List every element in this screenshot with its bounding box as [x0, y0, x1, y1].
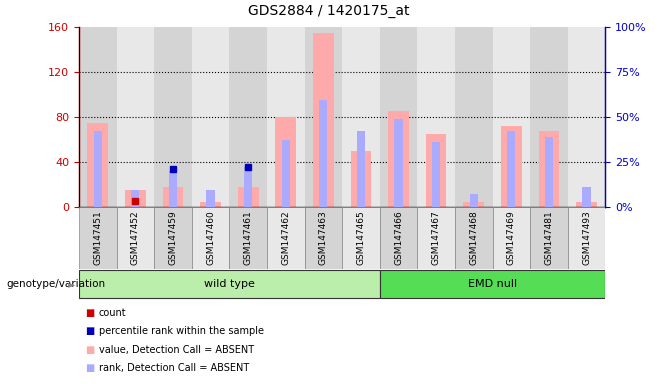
- Text: ■: ■: [86, 308, 95, 318]
- Bar: [342, 27, 380, 207]
- Bar: [342, 207, 380, 269]
- Bar: [93, 131, 102, 207]
- Bar: [507, 131, 515, 207]
- Bar: [568, 207, 605, 269]
- Text: GSM147493: GSM147493: [582, 210, 591, 265]
- Bar: [191, 27, 230, 207]
- Bar: [530, 27, 568, 207]
- Bar: [169, 171, 177, 207]
- Bar: [313, 33, 334, 207]
- Text: GSM147462: GSM147462: [281, 210, 290, 265]
- Text: EMD null: EMD null: [468, 278, 517, 288]
- Bar: [576, 202, 597, 207]
- Bar: [357, 131, 365, 207]
- Text: wild type: wild type: [204, 278, 255, 288]
- Bar: [79, 207, 116, 269]
- Bar: [380, 207, 417, 269]
- Bar: [282, 140, 290, 207]
- Bar: [154, 27, 191, 207]
- Bar: [380, 270, 605, 298]
- Bar: [79, 27, 116, 207]
- Bar: [501, 126, 522, 207]
- Text: GSM147451: GSM147451: [93, 210, 102, 265]
- Bar: [267, 207, 305, 269]
- Bar: [244, 167, 252, 207]
- Text: genotype/variation: genotype/variation: [7, 279, 106, 289]
- Text: GSM147459: GSM147459: [168, 210, 178, 265]
- Bar: [493, 207, 530, 269]
- Bar: [131, 190, 139, 207]
- Bar: [200, 202, 221, 207]
- Bar: [455, 27, 493, 207]
- Bar: [125, 190, 145, 207]
- Bar: [319, 100, 328, 207]
- Bar: [116, 207, 154, 269]
- Text: GSM147452: GSM147452: [131, 210, 140, 265]
- Text: ■: ■: [86, 363, 95, 373]
- Bar: [417, 207, 455, 269]
- Bar: [493, 27, 530, 207]
- Bar: [432, 142, 440, 207]
- Text: GSM147467: GSM147467: [432, 210, 441, 265]
- Bar: [470, 194, 478, 207]
- Bar: [191, 207, 230, 269]
- Bar: [238, 187, 259, 207]
- Bar: [79, 270, 380, 298]
- Text: GSM147466: GSM147466: [394, 210, 403, 265]
- Text: ►: ►: [68, 279, 76, 289]
- Bar: [154, 207, 191, 269]
- Bar: [545, 137, 553, 207]
- Text: GDS2884 / 1420175_at: GDS2884 / 1420175_at: [248, 4, 410, 18]
- Text: GSM147460: GSM147460: [206, 210, 215, 265]
- Text: GSM147468: GSM147468: [469, 210, 478, 265]
- Text: value, Detection Call = ABSENT: value, Detection Call = ABSENT: [99, 345, 254, 355]
- Text: ■: ■: [86, 345, 95, 355]
- Text: GSM147463: GSM147463: [319, 210, 328, 265]
- Bar: [455, 207, 493, 269]
- Bar: [88, 123, 108, 207]
- Bar: [530, 207, 568, 269]
- Bar: [568, 27, 605, 207]
- Bar: [388, 111, 409, 207]
- Bar: [207, 190, 215, 207]
- Bar: [351, 151, 371, 207]
- Text: ■: ■: [86, 326, 95, 336]
- Text: GSM147469: GSM147469: [507, 210, 516, 265]
- Text: rank, Detection Call = ABSENT: rank, Detection Call = ABSENT: [99, 363, 249, 373]
- Bar: [267, 27, 305, 207]
- Bar: [305, 207, 342, 269]
- Bar: [276, 117, 296, 207]
- Bar: [539, 131, 559, 207]
- Text: percentile rank within the sample: percentile rank within the sample: [99, 326, 264, 336]
- Bar: [230, 207, 267, 269]
- Bar: [417, 27, 455, 207]
- Text: GSM147461: GSM147461: [243, 210, 253, 265]
- Bar: [230, 27, 267, 207]
- Bar: [163, 187, 184, 207]
- Bar: [582, 187, 591, 207]
- Bar: [305, 27, 342, 207]
- Text: GSM147481: GSM147481: [544, 210, 553, 265]
- Bar: [394, 119, 403, 207]
- Bar: [426, 134, 447, 207]
- Text: GSM147465: GSM147465: [357, 210, 365, 265]
- Bar: [116, 27, 154, 207]
- Bar: [380, 27, 417, 207]
- Bar: [463, 202, 484, 207]
- Text: count: count: [99, 308, 126, 318]
